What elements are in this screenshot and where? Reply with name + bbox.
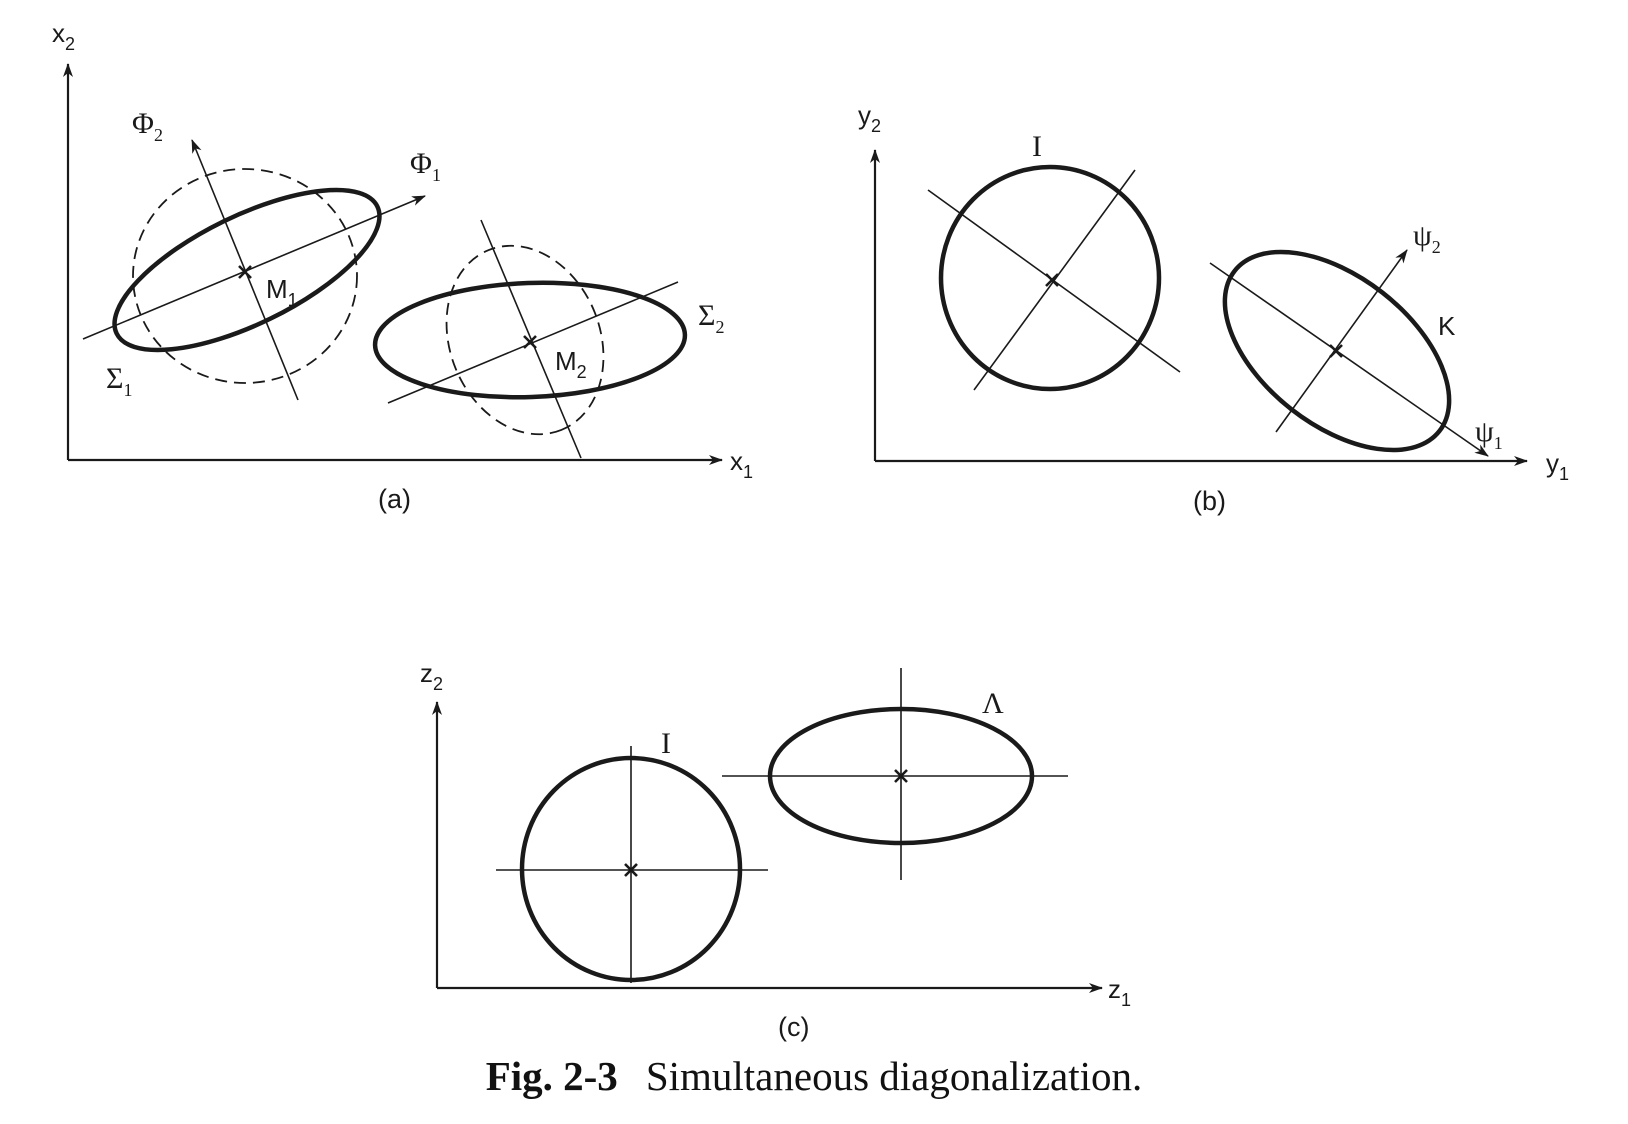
- phi1-label: Φ1: [410, 147, 441, 185]
- panel-a-label: (a): [378, 484, 411, 514]
- m1-center-mark: [238, 265, 252, 279]
- m2-minor-axis: [480, 219, 582, 459]
- sigma2-dashed-ellipse: [445, 244, 605, 436]
- m2-center-mark: [523, 335, 537, 349]
- panel-a-x2-label: x2: [52, 18, 75, 54]
- figure-caption: Fig. 2-3 Simultaneous diagonalization.: [0, 1052, 1628, 1100]
- sigma1-label: Σ1: [106, 362, 132, 400]
- panel-c-label: (c): [778, 1012, 809, 1042]
- phi1-axis: [82, 195, 426, 340]
- panel-a-x1-label: x1: [730, 446, 753, 482]
- lambda-label: Λ: [982, 687, 1004, 720]
- identity-label-c: I: [661, 727, 671, 760]
- psi1-label: ψ1: [1475, 415, 1503, 453]
- sigma1-dashed-circle: [132, 168, 358, 384]
- identity-b-center-mark: [1045, 273, 1059, 287]
- psi1-axis: [1209, 262, 1489, 457]
- psi2-axis: [1275, 249, 1408, 433]
- psi2-label: ψ2: [1413, 219, 1441, 257]
- phi2-label: Φ2: [132, 107, 163, 145]
- identity-label-b: I: [1032, 130, 1042, 163]
- identity-c-center-mark: [624, 863, 638, 877]
- identity-circle-b-axis-2: [973, 169, 1136, 391]
- m1-label: M1: [266, 274, 298, 310]
- identity-circle-b: [938, 164, 1162, 392]
- figure-caption-text: Simultaneous diagonalization.: [645, 1053, 1143, 1099]
- sigma2-label: Σ2: [698, 299, 724, 337]
- panel-b-y2-label: y2: [858, 100, 881, 136]
- sigma1-ellipse: [112, 187, 382, 353]
- panel-c-z2-label: z2: [420, 658, 443, 694]
- m2-label: M2: [555, 346, 587, 382]
- figure-number: Fig. 2-3: [485, 1053, 618, 1099]
- panel-c: z1 z2 I Λ (c): [420, 658, 1131, 1042]
- k-label: K: [1438, 311, 1456, 341]
- panel-b-label: (b): [1193, 486, 1226, 516]
- lambda-center-mark: [894, 769, 908, 783]
- k-center-mark: [1329, 344, 1343, 358]
- phi2-axis: [191, 139, 299, 401]
- panel-c-z1-label: z1: [1108, 974, 1131, 1010]
- panel-a: x1 x2 Φ2 Φ1 M1 M2 Σ1 Σ2 (a): [52, 18, 753, 514]
- panel-b-y1-label: y1: [1546, 448, 1569, 484]
- panel-b: y1 y2 I K ψ2 ψ1 (b): [858, 100, 1569, 516]
- sigma2-ellipse: [372, 280, 688, 400]
